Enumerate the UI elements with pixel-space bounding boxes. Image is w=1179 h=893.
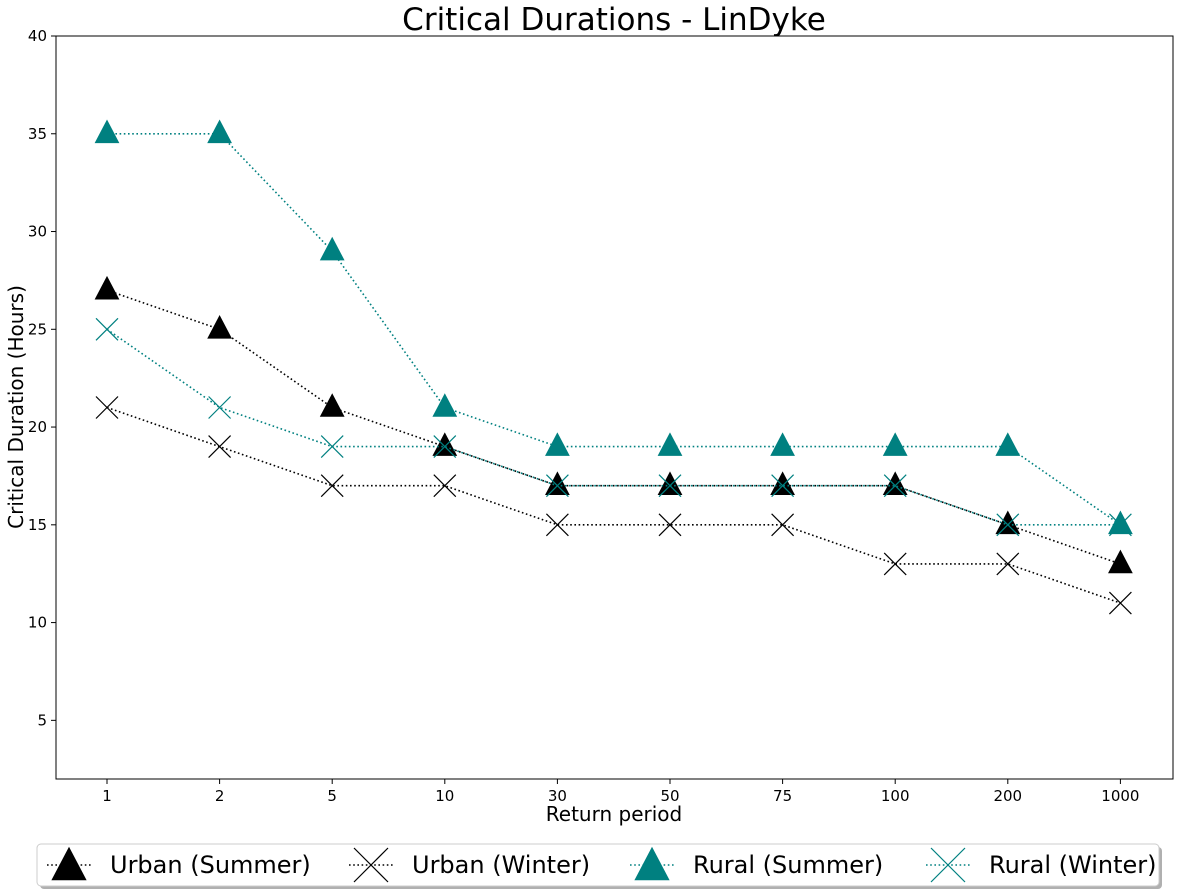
data-point bbox=[995, 510, 1021, 535]
y-tick-label: 5 bbox=[37, 711, 47, 729]
plot-frame bbox=[55, 35, 1174, 780]
data-point bbox=[207, 119, 232, 144]
y-tick-label: 15 bbox=[28, 516, 47, 534]
legend-marker bbox=[353, 847, 389, 883]
data-point bbox=[319, 393, 345, 417]
data-point bbox=[545, 471, 570, 496]
data-point bbox=[883, 474, 907, 498]
legend-label: Rural (Winter) bbox=[989, 851, 1157, 879]
series-0 bbox=[94, 275, 1133, 574]
y-tick-label: 35 bbox=[28, 125, 47, 143]
series-line bbox=[107, 132, 1121, 526]
data-point bbox=[658, 474, 682, 498]
series-2 bbox=[94, 119, 1133, 535]
data-point bbox=[433, 474, 457, 498]
data-point bbox=[882, 432, 908, 456]
legend-label: Urban (Winter) bbox=[412, 851, 590, 879]
y-tick-label: 30 bbox=[28, 223, 47, 241]
data-point bbox=[320, 435, 344, 459]
x-tick-label: 30 bbox=[548, 787, 567, 805]
series-line bbox=[106, 328, 1121, 526]
data-point bbox=[95, 317, 119, 341]
x-tick-label: 1000 bbox=[1101, 787, 1139, 805]
data-point bbox=[207, 315, 232, 339]
data-point bbox=[658, 513, 682, 537]
data-point bbox=[1108, 591, 1132, 615]
y-axis-label: Critical Duration (Hours) bbox=[4, 285, 28, 529]
legend-label: Rural (Summer) bbox=[693, 851, 883, 879]
y-tick-label: 20 bbox=[28, 418, 47, 436]
data-point bbox=[545, 474, 569, 498]
legend: Urban (Summer) Urban (Winter) Rural (Summe… bbox=[36, 843, 1162, 889]
data-point bbox=[432, 393, 458, 417]
data-point bbox=[995, 432, 1021, 456]
data-point bbox=[883, 552, 907, 576]
data-point bbox=[319, 236, 345, 261]
data-point bbox=[95, 396, 119, 419]
chart-title: Critical Durations - LinDyke bbox=[402, 2, 826, 38]
legend-marker bbox=[634, 846, 670, 881]
x-tick-label: 2 bbox=[215, 787, 225, 805]
legend-label: Urban (Summer) bbox=[110, 851, 311, 879]
x-tick-label: 200 bbox=[993, 787, 1022, 805]
data-point bbox=[545, 513, 569, 537]
x-tick-label: 10 bbox=[435, 787, 454, 805]
data-point bbox=[770, 471, 795, 496]
data-point bbox=[320, 474, 344, 498]
legend-entry: Rural (Summer) bbox=[630, 846, 883, 881]
data-point bbox=[657, 432, 683, 456]
data-point bbox=[94, 275, 120, 300]
y-tick-label: 25 bbox=[28, 320, 47, 338]
legend-entry: Urban (Summer) bbox=[47, 846, 311, 881]
series-line bbox=[106, 406, 1121, 604]
data-point bbox=[1108, 549, 1133, 574]
data-point bbox=[771, 474, 795, 498]
data-point bbox=[545, 432, 570, 456]
data-point bbox=[1108, 513, 1132, 537]
x-axis-label: Return period bbox=[546, 802, 682, 826]
data-point bbox=[208, 396, 232, 419]
series-3 bbox=[95, 317, 1132, 537]
data-point bbox=[433, 435, 457, 459]
data-point bbox=[94, 119, 120, 144]
x-tick-label: 1 bbox=[102, 787, 112, 805]
series-1 bbox=[95, 396, 1132, 615]
x-tick-label: 75 bbox=[773, 787, 792, 805]
x-tick-label: 100 bbox=[881, 787, 910, 805]
legend-entry: Urban (Winter) bbox=[349, 847, 590, 883]
data-point bbox=[770, 432, 795, 456]
data-point bbox=[208, 435, 232, 459]
legend-marker bbox=[930, 847, 966, 883]
data-point bbox=[1108, 510, 1133, 535]
y-tick-label: 10 bbox=[28, 614, 47, 632]
data-point bbox=[882, 471, 908, 496]
data-point bbox=[771, 513, 795, 537]
legend-entry: Rural (Winter) bbox=[926, 847, 1157, 883]
legend-marker bbox=[51, 846, 87, 881]
y-tick-label: 40 bbox=[28, 27, 47, 45]
legend-box bbox=[36, 843, 1160, 887]
data-point bbox=[432, 432, 458, 456]
x-tick-label: 5 bbox=[327, 787, 337, 805]
data-point bbox=[996, 513, 1020, 537]
data-point bbox=[657, 471, 683, 496]
data-point bbox=[996, 552, 1020, 576]
x-tick-label: 50 bbox=[660, 787, 679, 805]
series-line bbox=[106, 289, 1121, 565]
